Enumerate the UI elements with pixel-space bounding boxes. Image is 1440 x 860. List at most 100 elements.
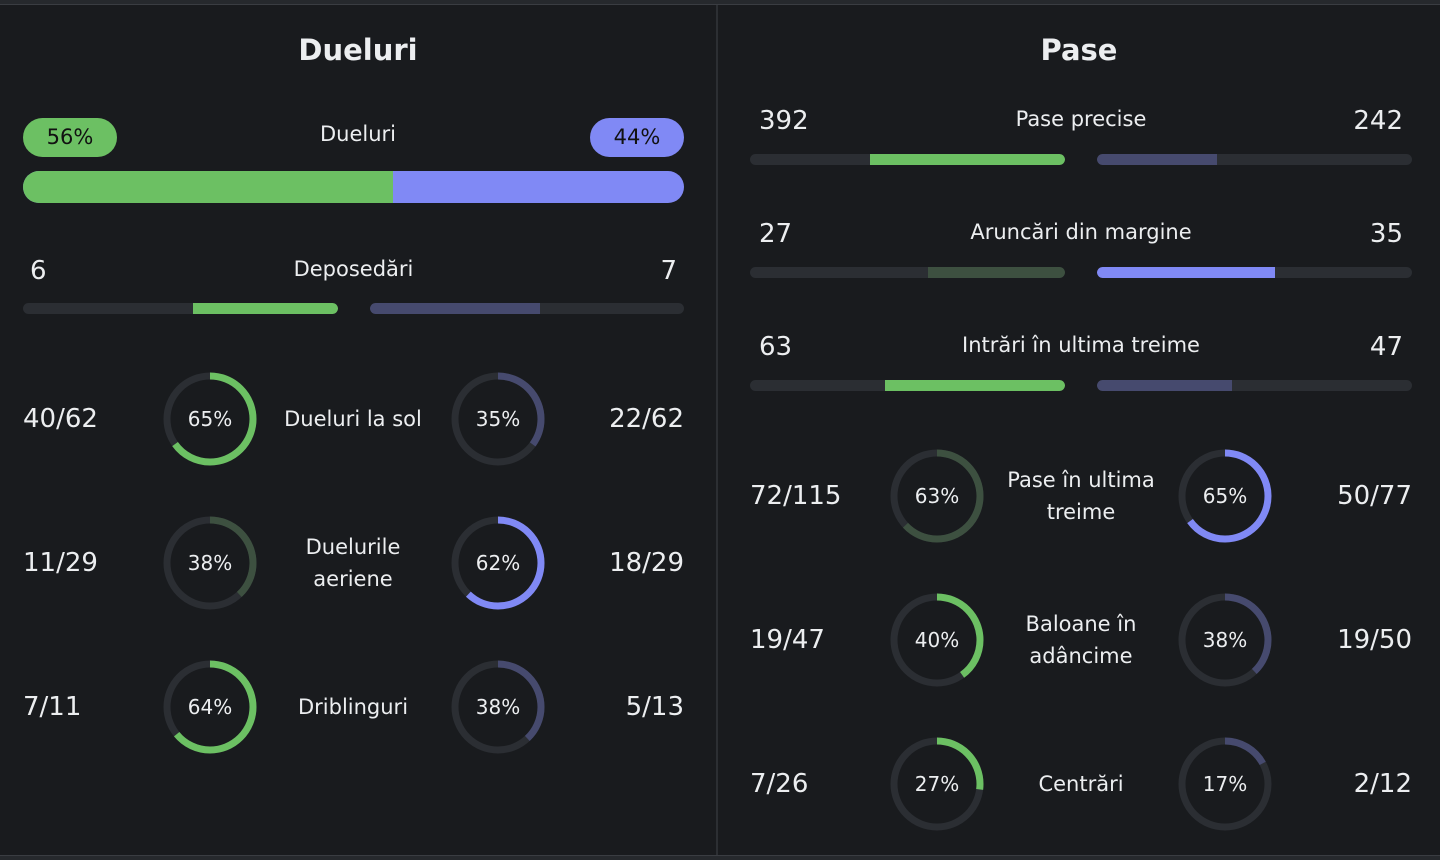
ring-percent: 40%	[914, 628, 960, 652]
ring-arc	[451, 660, 545, 754]
stat-row-duelurile-aeriene: 11/29 38% Duelurile aeriene 62% 18/29	[23, 513, 684, 613]
away-percent-ring: 38%	[450, 659, 546, 755]
away-fill	[1097, 154, 1217, 165]
ring-percent: 38%	[1202, 628, 1248, 652]
home-fill	[869, 154, 1065, 165]
stat-label: Pase în ultima treime	[1007, 468, 1155, 524]
stat-row-centrari: 7/26 27% Centrări 17% 2/12	[750, 734, 1412, 834]
duels-panel: Dueluri 56% Dueluri 44% 6 Deposedări 7 4…	[0, 0, 716, 855]
away-fill	[1097, 267, 1275, 278]
away-duels-percent-badge: 44%	[590, 118, 684, 157]
top-border	[0, 0, 1440, 5]
home-fraction: 72/115	[750, 481, 842, 511]
stat-row-deposedari: 6 Deposedări 7	[23, 256, 684, 316]
home-track	[750, 154, 1065, 165]
home-duels-percent-badge: 56%	[23, 118, 117, 157]
away-percent-ring: 62%	[450, 515, 546, 611]
stat-row-pase-in-ultima-treime: 72/115 63% Pase în ultima treime 65% 50/…	[750, 446, 1412, 546]
duels-summary-label: Dueluri	[319, 122, 396, 146]
home-percent-ring: 40%	[889, 592, 985, 688]
ring-percent: 65%	[1202, 484, 1248, 508]
stat-label: Aruncări din margine	[970, 220, 1192, 244]
stat-label: Deposedări	[293, 257, 414, 281]
ring-arc	[451, 372, 545, 466]
away-fraction: 2/12	[1353, 769, 1412, 799]
home-fraction: 11/29	[23, 548, 98, 578]
ring-percent: 17%	[1202, 772, 1248, 796]
away-value: 7	[660, 256, 677, 286]
stat-row-pase-precise: 392 Pase precise 242	[750, 106, 1412, 166]
ring-graphic	[890, 737, 984, 831]
away-value: 242	[1353, 106, 1403, 136]
ring-arc	[890, 449, 984, 543]
ring-graphic	[163, 660, 257, 754]
ring-percent: 65%	[187, 407, 233, 431]
away-fraction: 18/29	[609, 548, 684, 578]
stat-label: Dueluri la sol	[284, 407, 422, 431]
away-track	[370, 303, 684, 314]
panel-title: Pase	[1040, 33, 1118, 67]
stat-label: Intrări în ultima treime	[962, 333, 1200, 357]
away-percent-ring: 65%	[1177, 448, 1273, 544]
stat-row-dueluri-la-sol: 40/62 65% Dueluri la sol 35% 22/62	[23, 369, 684, 469]
stat-label: Baloane în adâncime	[1025, 612, 1137, 668]
ring-arc	[163, 372, 257, 466]
ring-arc	[1178, 449, 1272, 543]
home-fill	[884, 380, 1065, 391]
ring-arc	[1178, 737, 1272, 831]
home-value: 27	[759, 219, 793, 249]
ring-arc	[890, 737, 984, 831]
panel-title: Dueluri	[298, 33, 418, 67]
home-fraction: 7/26	[750, 769, 809, 799]
passes-panel: Pase 392 Pase precise 242 27 Aruncări di…	[718, 0, 1440, 855]
home-percent-ring: 64%	[162, 659, 258, 755]
ring-arc	[451, 516, 545, 610]
ring-percent: 64%	[187, 695, 233, 719]
away-fraction: 5/13	[625, 692, 684, 722]
ring-arc	[163, 660, 257, 754]
ring-arc	[1178, 593, 1272, 687]
stat-label: Driblinguri	[297, 695, 409, 719]
home-percent-ring: 63%	[889, 448, 985, 544]
ring-graphic	[451, 372, 545, 466]
away-value: 47	[1369, 332, 1403, 362]
ring-percent: 38%	[187, 551, 233, 575]
home-fraction: 7/11	[23, 692, 82, 722]
ring-percent: 62%	[475, 551, 521, 575]
home-value: 63	[759, 332, 793, 362]
away-percent-ring: 35%	[450, 371, 546, 467]
ring-percent: 27%	[914, 772, 960, 796]
away-fraction: 19/50	[1337, 625, 1412, 655]
home-percent-ring: 65%	[162, 371, 258, 467]
panel-divider	[716, 5, 718, 855]
ring-graphic	[1178, 737, 1272, 831]
away-percent-ring: 17%	[1177, 736, 1273, 832]
ring-graphic	[890, 593, 984, 687]
away-track	[1097, 380, 1412, 391]
home-fill	[193, 303, 338, 314]
ring-graphic	[1178, 593, 1272, 687]
stat-row-intrari-in-ultima-treime: 63 Intrări în ultima treime 47	[750, 332, 1412, 392]
away-value: 35	[1369, 219, 1403, 249]
stat-label: Centrări	[1038, 772, 1124, 796]
stat-row-aruncari-din-margine: 27 Aruncări din margine 35	[750, 219, 1412, 279]
ring-percent: 38%	[475, 695, 521, 719]
home-value: 6	[30, 256, 47, 286]
stat-row-baloane-in-adancime: 19/47 40% Baloane în adâncime 38% 19/50	[750, 590, 1412, 690]
home-percent-ring: 27%	[889, 736, 985, 832]
home-duels-share-fill	[23, 171, 394, 203]
home-track	[23, 303, 338, 314]
stat-label: Duelurile aeriene	[305, 535, 401, 591]
duels-share-bar	[23, 171, 684, 203]
home-fraction: 40/62	[23, 404, 98, 434]
stat-row-driblinguri: 7/11 64% Driblinguri 38% 5/13	[23, 657, 684, 757]
ring-graphic	[451, 516, 545, 610]
away-fraction: 50/77	[1337, 481, 1412, 511]
home-percent-ring: 38%	[162, 515, 258, 611]
bottom-border	[0, 855, 1440, 860]
ring-percent: 35%	[475, 407, 521, 431]
away-percent-ring: 38%	[1177, 592, 1273, 688]
home-fraction: 19/47	[750, 625, 825, 655]
away-track	[1097, 154, 1412, 165]
ring-graphic	[890, 449, 984, 543]
